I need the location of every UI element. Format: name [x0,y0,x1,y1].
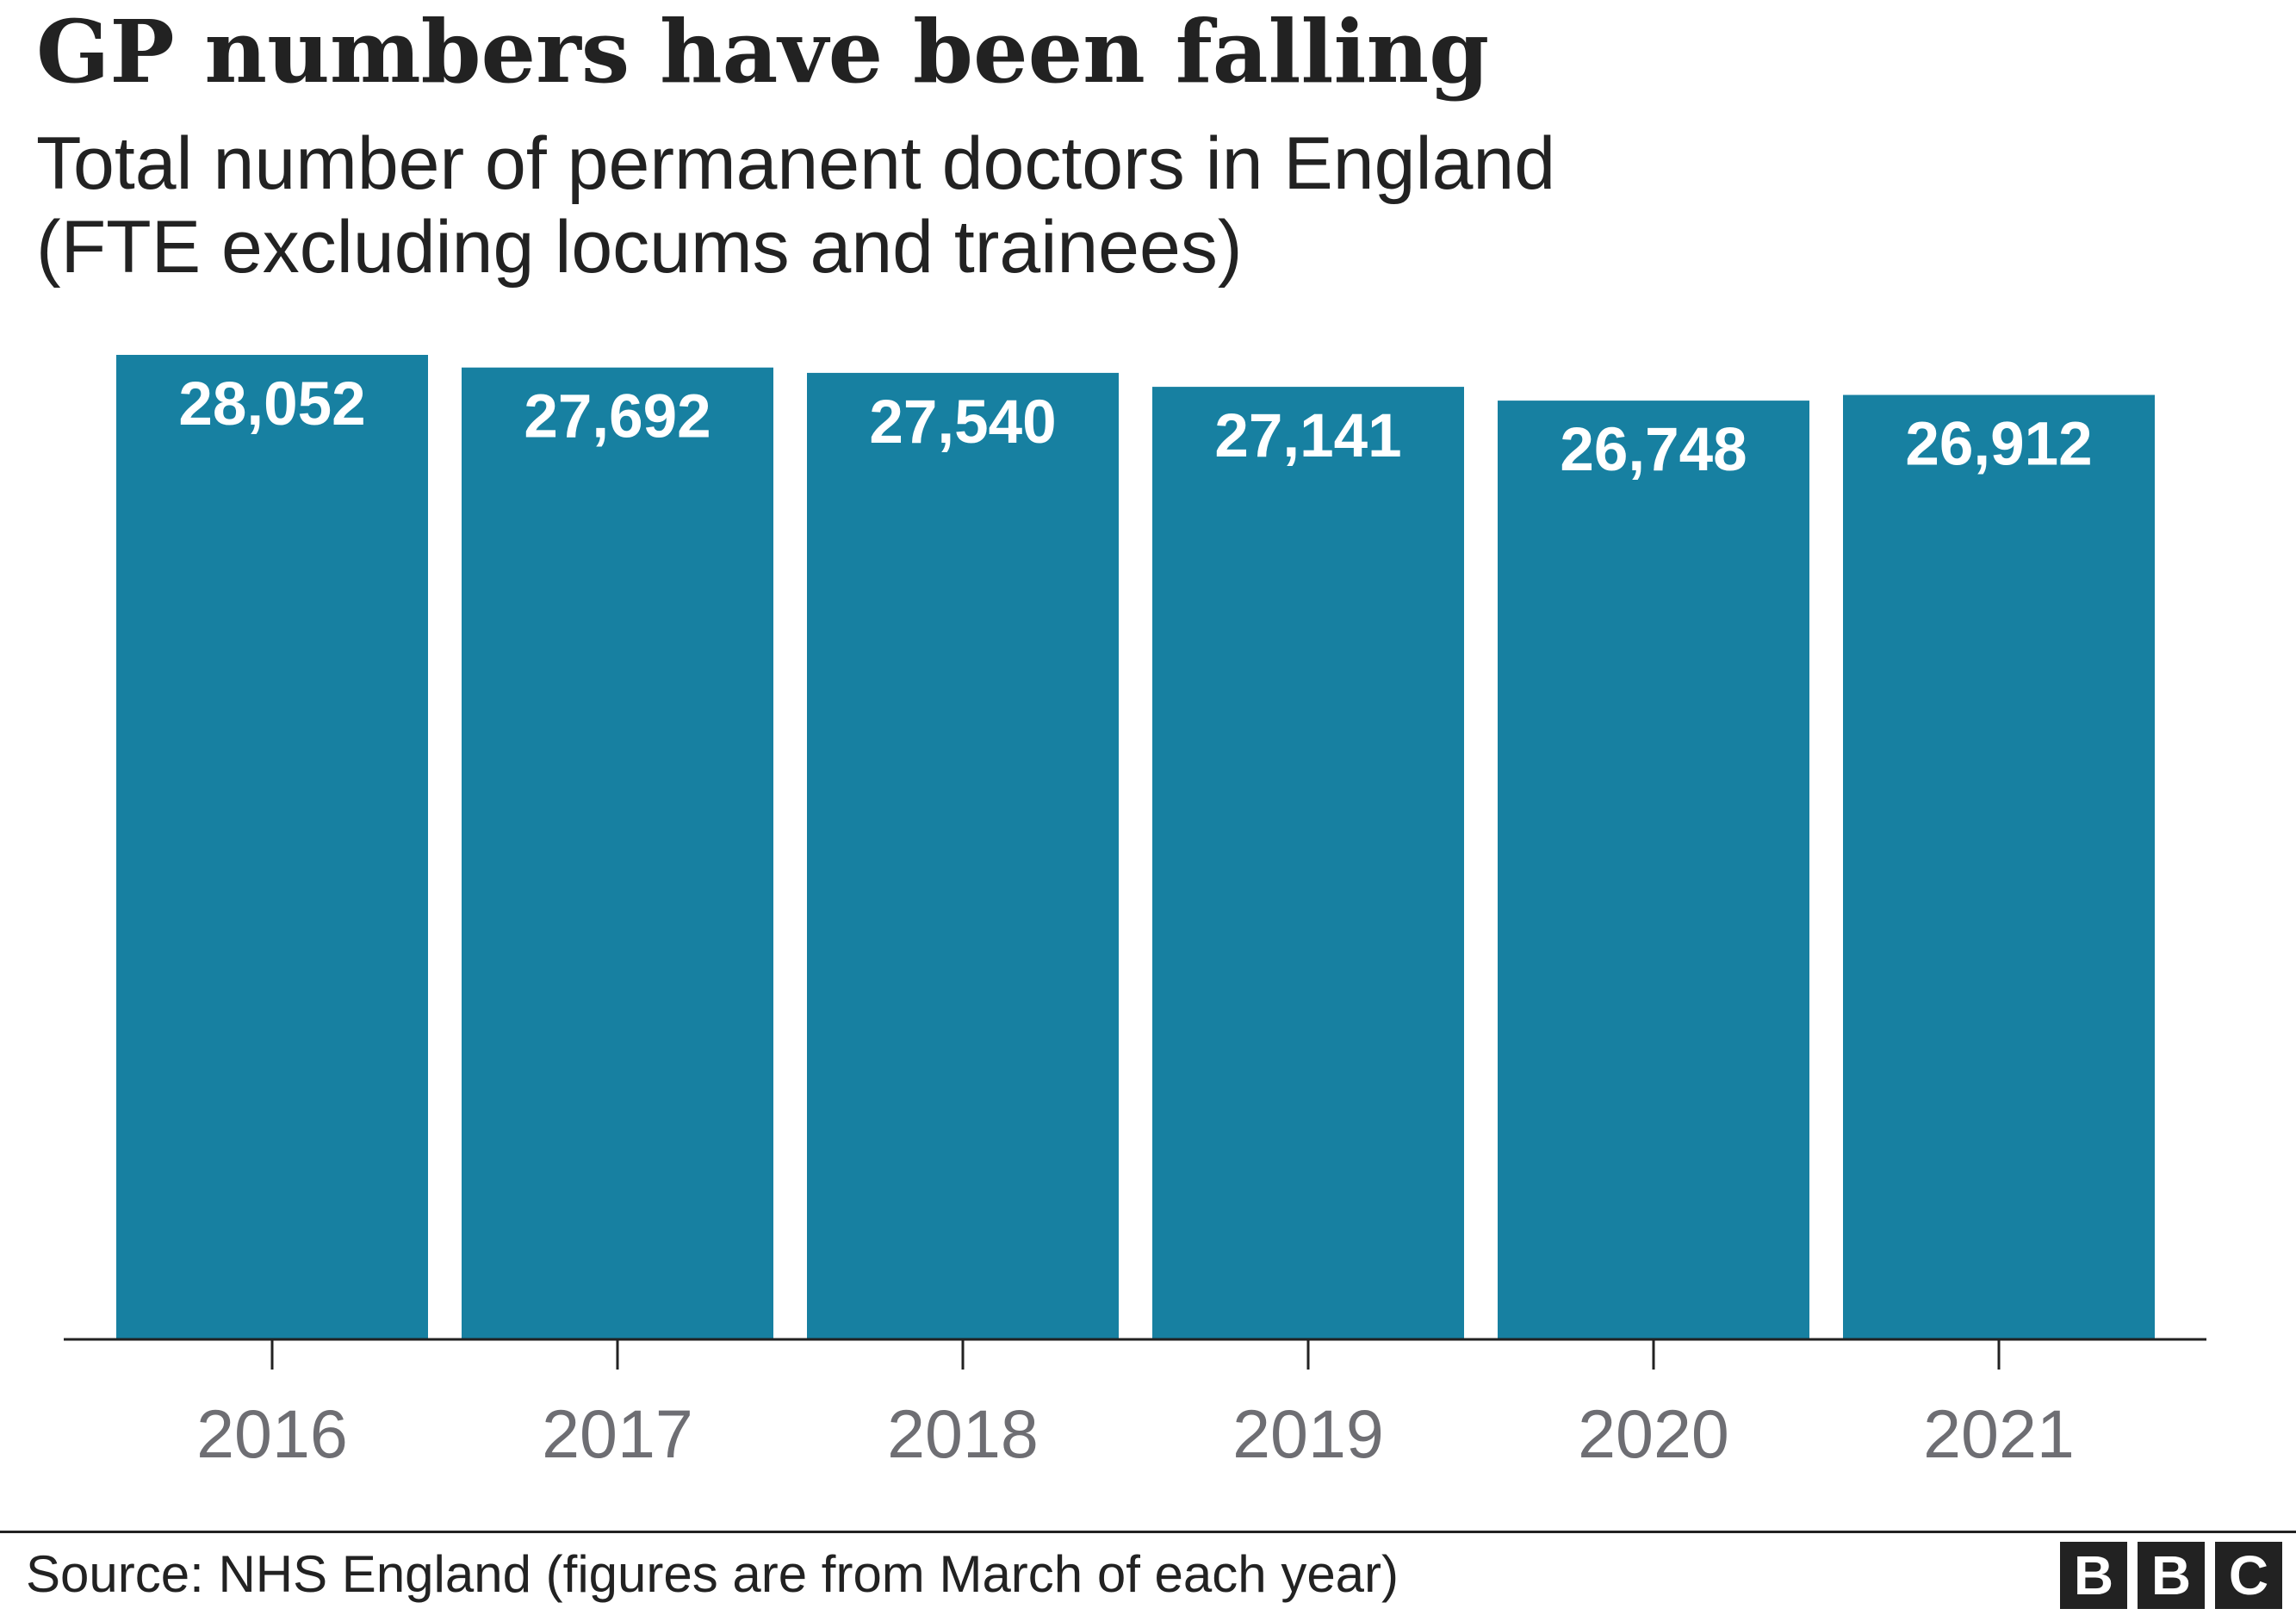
x-tick-label: 2016 [196,1395,348,1472]
x-tick-label: 2018 [887,1395,1039,1472]
bar-value-label: 27,141 [1214,402,1401,470]
bars-layer: 28,052 27,692 27,540 27,141 26,748 26,912 [116,355,2155,1340]
bar-2021 [1843,394,2155,1339]
bar-value-label: 27,540 [869,388,1056,457]
bar-value-label: 26,912 [1905,411,2092,479]
bar-2018 [807,372,1119,1339]
bbc-logo: B B C [2060,1542,2282,1609]
chart-subtitle: Total number of permanent doctors in Eng… [36,122,1556,289]
x-tick-label: 2017 [542,1395,693,1472]
bbc-logo-letter: C [2215,1542,2282,1609]
ticks-layer: 2016 2017 2018 2019 2020 2021 [196,1339,2075,1472]
bar-value-label: 26,748 [1560,416,1747,484]
footer-divider [0,1531,2296,1533]
bar-2019 [1152,387,1464,1340]
x-tick-label: 2019 [1232,1395,1384,1472]
bar-chart: 28,052 27,692 27,540 27,141 26,748 26,912 201… [64,355,2206,1472]
bar-value-label: 27,692 [524,383,711,451]
bbc-logo-letter: B [2138,1542,2205,1609]
bbc-logo-letter: B [2060,1542,2127,1609]
chart-title: GP numbers have been falling [36,1,1490,102]
bar-2016 [116,355,428,1339]
x-tick-label: 2020 [1578,1395,1729,1472]
bar-value-label: 28,052 [178,370,365,438]
x-tick-label: 2021 [1923,1395,2075,1472]
source-note: Source: NHS England (figures are from Ma… [26,1545,1399,1603]
bar-2017 [462,367,773,1340]
bar-2020 [1498,401,1809,1340]
